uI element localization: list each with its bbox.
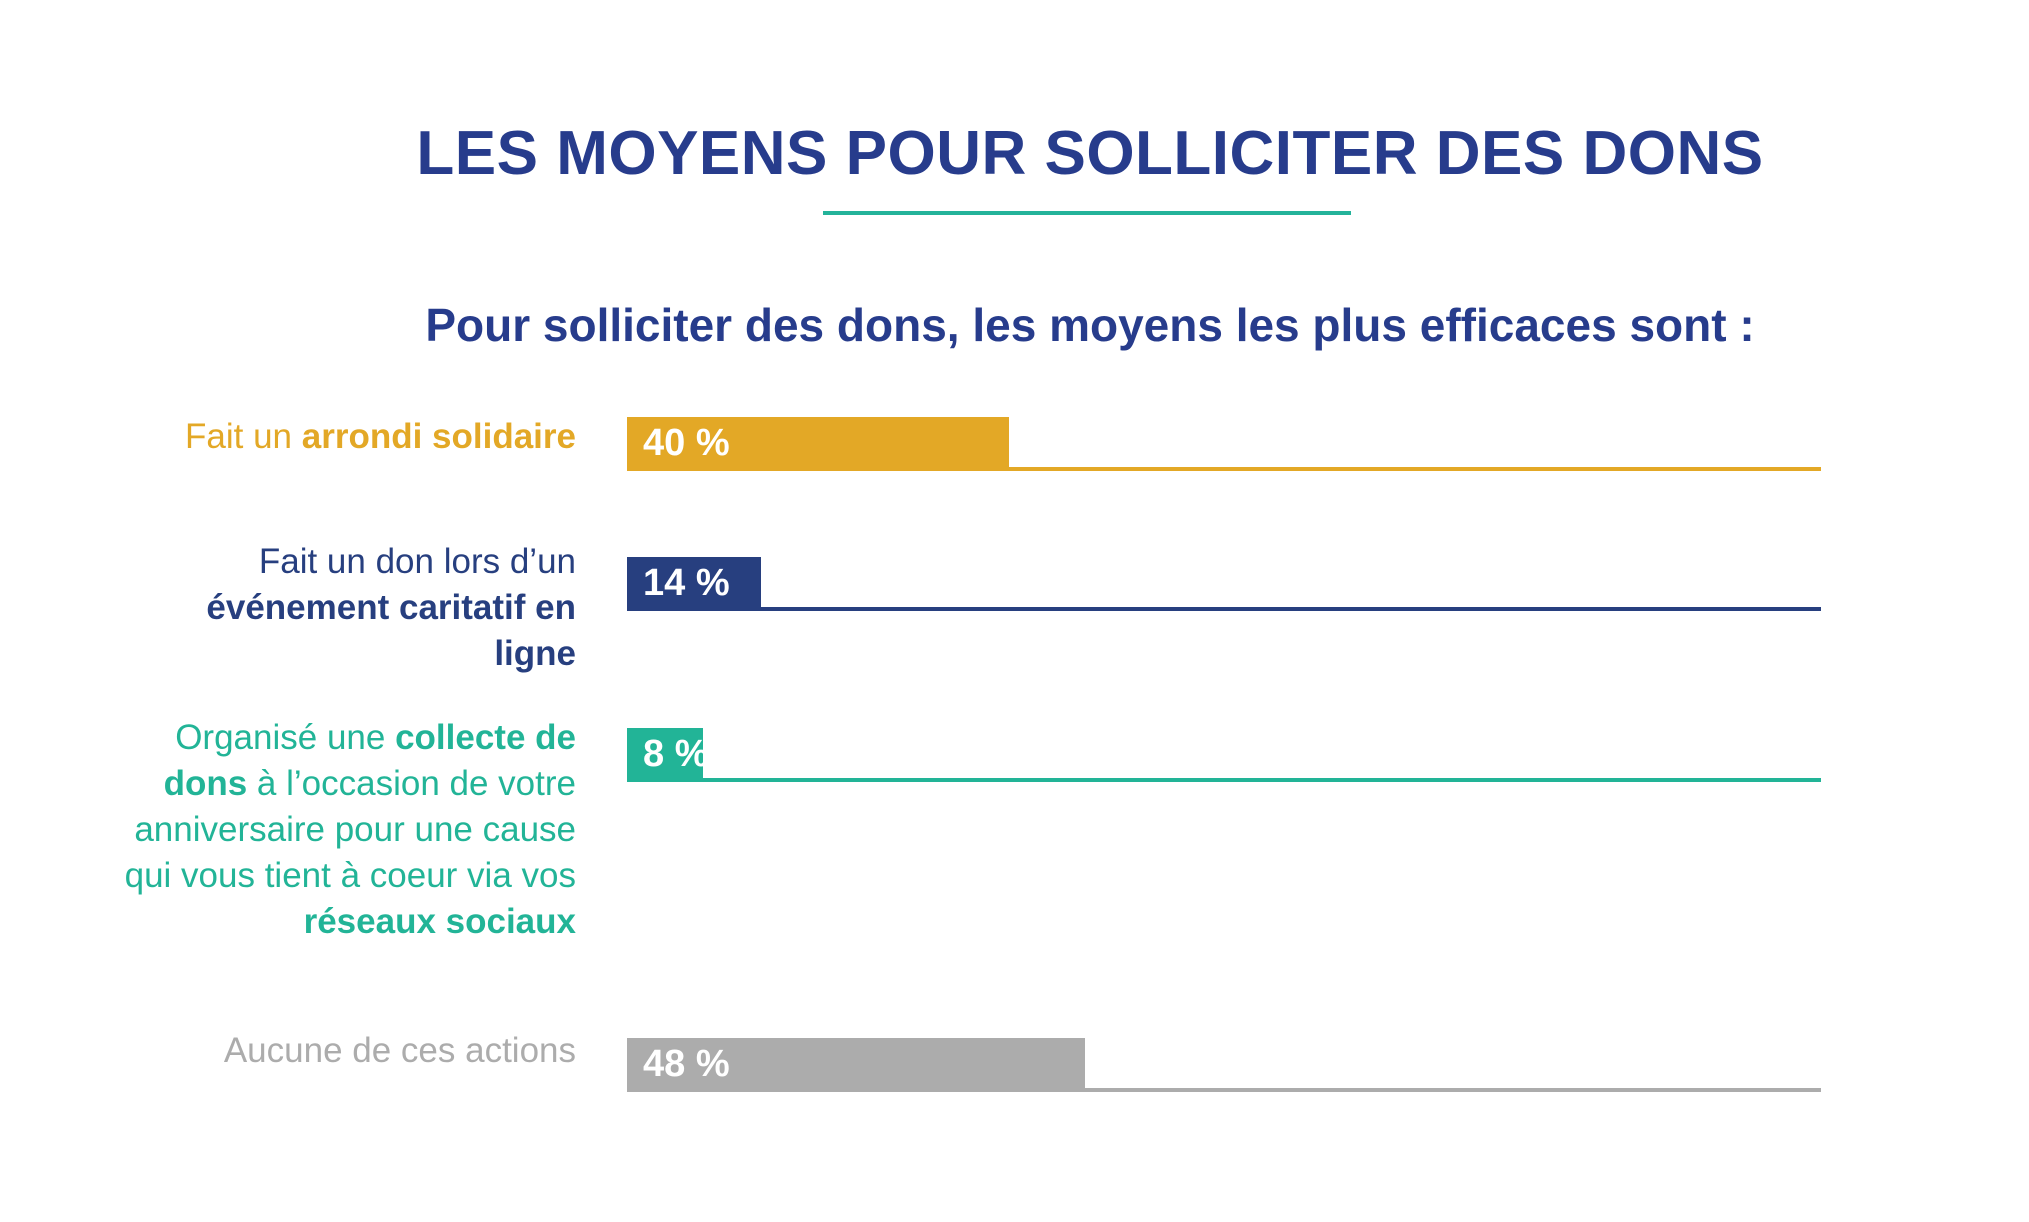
bar-value-label: 8 % [643,733,709,775]
page-title: LES MOYENS POUR SOLLICITER DES DONS [416,119,1764,188]
chart-subtitle: Pour solliciter des dons, les moyens les… [425,299,1755,351]
bar-category-label: Aucune de ces actions [223,1031,576,1070]
bar-value-label: 14 % [643,562,730,604]
bar-track [627,1088,1821,1092]
bar-value-label: 48 % [643,1043,730,1085]
title-underline [823,211,1351,215]
bar-track [627,607,1821,611]
bar-category-label: Fait un don lors d’un événement caritati… [206,542,576,673]
bar [627,1038,1085,1090]
bar [627,557,761,609]
bar-category-label: Fait un arrondi solidaire [185,417,576,456]
bar-track [627,778,1821,782]
bar [627,728,703,780]
bar [627,417,1009,469]
bar-value-label: 40 % [643,422,730,464]
bar-track [627,467,1821,471]
bar-category-label: Organisé une collecte de dons à l’occasi… [124,718,576,941]
